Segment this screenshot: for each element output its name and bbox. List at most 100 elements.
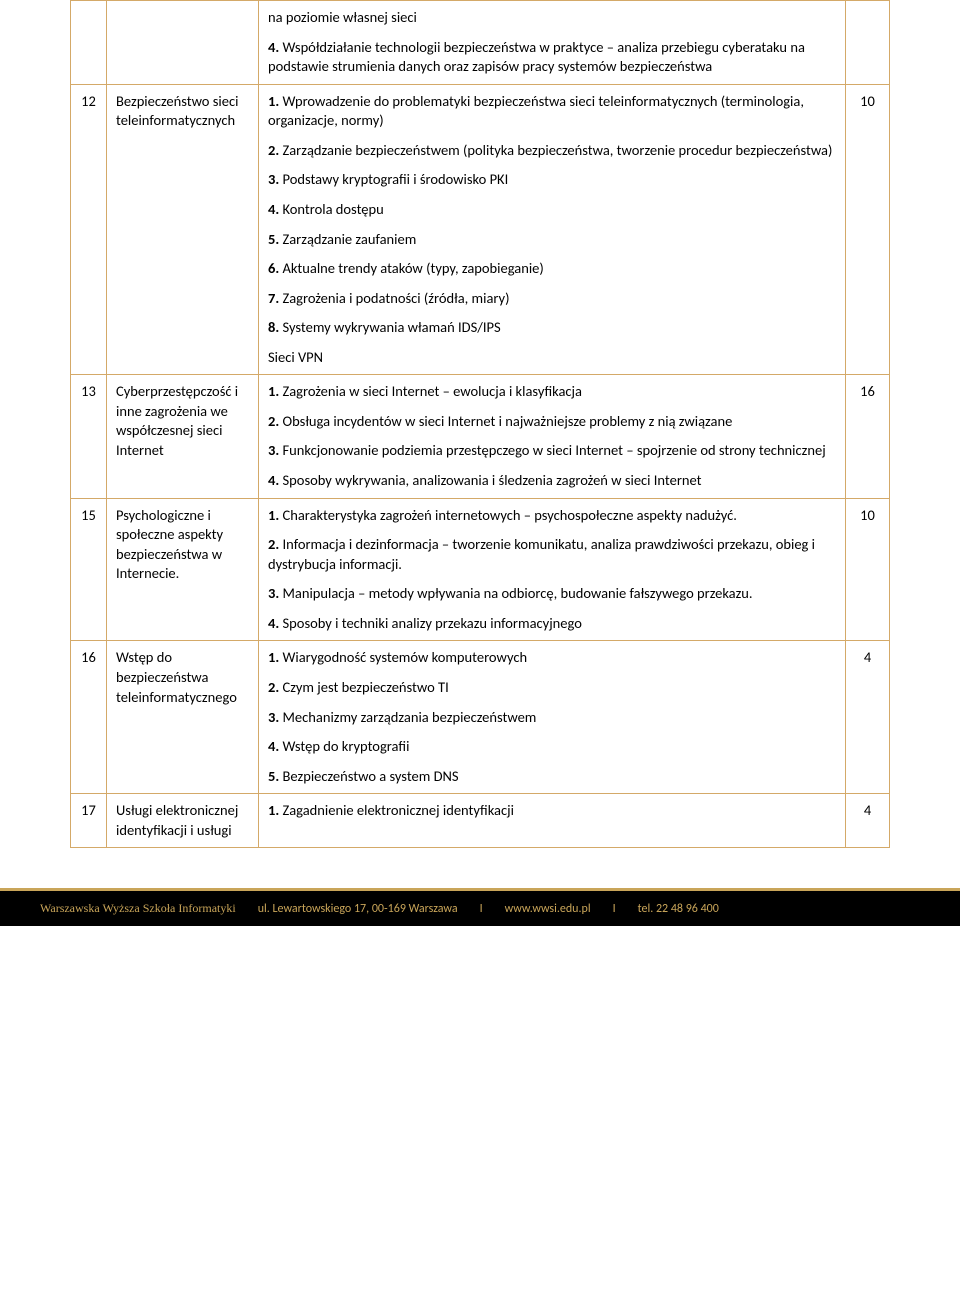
description-item: 3. Manipulacja – metody wpływania na odb… [268,584,836,604]
description-item: 4. Wstęp do kryptografii [268,737,836,757]
footer-tel: tel. 22 48 96 400 [638,902,719,916]
description-item: 2. Informacja i dezinformacja – tworzeni… [268,535,836,574]
row-description: 1. Wprowadzenie do problematyki bezpiecz… [259,84,846,375]
row-title: Cyberprzestępczość i inne zagrożenia we … [107,375,259,498]
row-title: Usługi elektronicznej identyfikacji i us… [107,794,259,848]
description-item: na poziomie własnej sieci [268,8,836,28]
row-title [107,1,259,85]
description-item: 1. Zagrożenia w sieci Internet – ewolucj… [268,382,836,402]
item-number: 4. [268,471,279,489]
item-text: Mechanizmy zarządzania bezpieczeństwem [279,708,536,726]
description-item: 4. Kontrola dostępu [268,200,836,220]
item-text: Podstawy kryptografii i środowisko PKI [279,170,508,188]
table-row: 13Cyberprzestępczość i inne zagrożenia w… [71,375,890,498]
row-number: 15 [71,498,107,641]
item-text: Aktualne trendy ataków (typy, zapobiegan… [279,259,544,277]
item-number: 1. [268,506,279,524]
description-item: 4. Sposoby wykrywania, analizowania i śl… [268,471,836,491]
table-row: 16Wstęp do bezpieczeństwa teleinformatyc… [71,641,890,794]
row-description: 1. Charakterystyka zagrożeń internetowyc… [259,498,846,641]
description-item: 1. Wiarygodność systemów komputerowych [268,648,836,668]
syllabus-table: na poziomie własnej sieci 4. Współdziałan… [70,0,890,848]
description-item: 3. Podstawy kryptografii i środowisko PK… [268,170,836,190]
row-number [71,1,107,85]
item-text: Funkcjonowanie podziemia przestępczego w… [279,441,825,459]
footer-org: Warszawska Wyższa Szkoła Informatyki [40,901,236,916]
item-text: na poziomie własnej sieci [268,8,417,26]
row-title: Psychologiczne i społeczne aspekty bezpi… [107,498,259,641]
description-item: 1. Wprowadzenie do problematyki bezpiecz… [268,92,836,131]
row-number: 16 [71,641,107,794]
description-item: 3. Mechanizmy zarządzania bezpieczeństwe… [268,708,836,728]
row-description: 1. Zagadnienie elektronicznej identyfika… [259,794,846,848]
item-text: Sposoby i techniki analizy przekazu info… [279,614,582,632]
table-row: 15Psychologiczne i społeczne aspekty bez… [71,498,890,641]
item-text: Współdziałanie technologii bezpieczeństw… [268,38,805,76]
item-number: 3. [268,584,279,602]
row-hours: 10 [846,84,890,375]
item-text: Wprowadzenie do problematyki bezpieczeńs… [268,92,804,130]
description-item: 1. Zagadnienie elektronicznej identyfika… [268,801,836,821]
description-item: 5. Zarządzanie zaufaniem [268,230,836,250]
row-description: na poziomie własnej sieci 4. Współdziałan… [259,1,846,85]
item-text: Czym jest bezpieczeństwo TI [279,678,449,696]
footer-sep: I [480,902,483,916]
page-footer: Warszawska Wyższa Szkoła Informatyki ul.… [0,888,960,926]
item-text: Bezpieczeństwo a system DNS [279,767,458,785]
description-item: 4. Współdziałanie technologii bezpieczeń… [268,38,836,77]
row-title: Wstęp do bezpieczeństwa teleinformatyczn… [107,641,259,794]
item-text: Sieci VPN [268,348,323,366]
description-item: 6. Aktualne trendy ataków (typy, zapobie… [268,259,836,279]
description-item: 2. Czym jest bezpieczeństwo TI [268,678,836,698]
row-description: 1. Zagrożenia w sieci Internet – ewolucj… [259,375,846,498]
item-number: 1. [268,648,279,666]
footer-sep: I [613,902,616,916]
item-number: 4. [268,200,279,218]
item-number: 2. [268,678,279,696]
description-item: 4. Sposoby i techniki analizy przekazu i… [268,614,836,634]
row-title: Bezpieczeństwo sieci teleinformatycznych [107,84,259,375]
item-text: Wiarygodność systemów komputerowych [279,648,527,666]
description-item: 1. Charakterystyka zagrożeń internetowyc… [268,506,836,526]
item-number: 3. [268,441,279,459]
item-text: Zarządzanie bezpieczeństwem (polityka be… [279,141,832,159]
item-number: 1. [268,92,279,110]
footer-addr: ul. Lewartowskiego 17, 00-169 Warszawa [258,902,458,916]
description-item: 8. Systemy wykrywania włamań IDS/IPS [268,318,836,338]
item-number: 2. [268,141,279,159]
description-item: 2. Obsługa incydentów w sieci Internet i… [268,412,836,432]
table-row: 12Bezpieczeństwo sieci teleinformatyczny… [71,84,890,375]
description-item: Sieci VPN [268,348,836,368]
item-text: Zarządzanie zaufaniem [279,230,416,248]
description-item: 7. Zagrożenia i podatności (źródła, miar… [268,289,836,309]
item-number: 6. [268,259,279,277]
item-number: 3. [268,708,279,726]
item-text: Systemy wykrywania włamań IDS/IPS [279,318,500,336]
item-text: Informacja i dezinformacja – tworzenie k… [268,535,815,573]
description-item: 3. Funkcjonowanie podziemia przestępczeg… [268,441,836,461]
item-text: Kontrola dostępu [279,200,383,218]
row-description: 1. Wiarygodność systemów komputerowych2.… [259,641,846,794]
footer-url: www.wwsi.edu.pl [505,902,591,916]
item-text: Charakterystyka zagrożeń internetowych –… [279,506,737,524]
item-number: 4. [268,38,279,56]
item-number: 5. [268,767,279,785]
row-number: 17 [71,794,107,848]
row-hours [846,1,890,85]
item-number: 4. [268,614,279,632]
table-row: na poziomie własnej sieci 4. Współdziałan… [71,1,890,85]
row-hours: 16 [846,375,890,498]
row-hours: 10 [846,498,890,641]
item-text: Wstęp do kryptografii [279,737,409,755]
item-number: 5. [268,230,279,248]
table-row: 17Usługi elektronicznej identyfikacji i … [71,794,890,848]
item-text: Sposoby wykrywania, analizowania i śledz… [279,471,701,489]
item-number: 4. [268,737,279,755]
row-hours: 4 [846,794,890,848]
item-number: 3. [268,170,279,188]
item-number: 7. [268,289,279,307]
item-text: Zagadnienie elektronicznej identyfikacji [279,801,514,819]
item-text: Zagrożenia i podatności (źródła, miary) [279,289,509,307]
item-text: Obsługa incydentów w sieci Internet i na… [279,412,732,430]
item-number: 1. [268,801,279,819]
